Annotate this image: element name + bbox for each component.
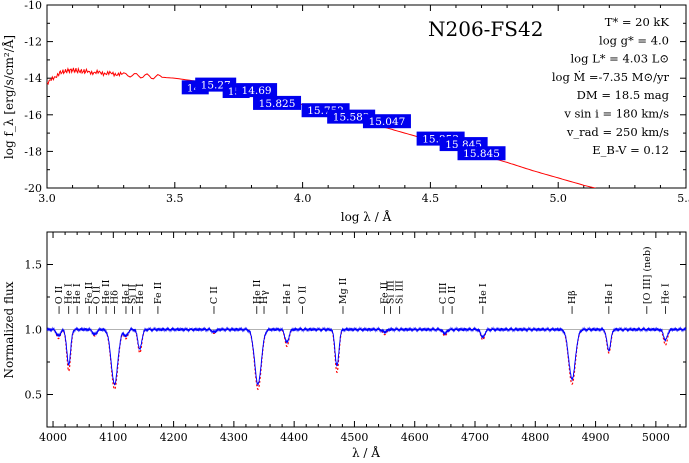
spectrum-lines	[46, 326, 687, 391]
parameter-line: E_B-V = 0.12	[592, 143, 669, 157]
sed-model-curve	[47, 66, 597, 188]
line-id-label: C II	[209, 286, 220, 304]
sed-y-tick-label: -14	[24, 72, 42, 85]
spectrum-x-tick-label: 4800	[521, 431, 549, 444]
parameter-line: v_rad = 250 km/s	[566, 125, 669, 139]
spectrum-axis-ticks: 4000 4100 4200 4300 4400 4500 4600 4700 4800 4900…	[25, 232, 686, 444]
line-id-label: O II	[91, 286, 102, 305]
line-id-label: He I	[661, 283, 672, 304]
photometry-box	[253, 95, 302, 110]
parameter-line: log L* = 4.03 L⊙	[571, 52, 670, 66]
sed-x-tick-label: 5.5	[677, 192, 689, 205]
spectrum-y-tick-label: 1.0	[25, 324, 43, 337]
sed-model-line	[47, 66, 597, 188]
sed-y-tick-label: -16	[24, 109, 42, 122]
line-id-label: He II	[252, 279, 263, 304]
line-id-label: Si II	[128, 284, 139, 304]
line-id-label: He I	[72, 283, 83, 304]
line-id-label: He I	[64, 283, 75, 304]
line-id-label: Si III	[386, 280, 397, 304]
spectrum-y-tick-label: 1.5	[25, 259, 43, 272]
spectrum-x-tick-label: 4500	[340, 431, 368, 444]
spectrum-panel: 4000 4100 4200 4300 4400 4500 4600 4700 4800 4900…	[2, 231, 687, 460]
sed-y-tick-label: -10	[24, 0, 42, 12]
spectrum-y-tick-label: 0.5	[25, 389, 43, 402]
sed-y-tick-label: -20	[24, 182, 42, 195]
sed-y-tick-label: -18	[24, 145, 42, 158]
sed-x-tick-label: 4.0	[294, 192, 312, 205]
parameter-line: log Ṁ =-7.35 M⊙/yr	[552, 70, 670, 84]
sed-x-tick-label: 3.0	[38, 192, 56, 205]
photometry-markers: 14.15.2715.14.6915.82515.75215.58215.047…	[181, 77, 506, 161]
photometry-box	[236, 83, 278, 98]
line-id-label: Hγ	[259, 290, 270, 304]
photometry-label: 15.845	[463, 148, 500, 160]
spectrum-x-tick-label: 4600	[401, 431, 429, 444]
photometry-label: 15.047	[369, 116, 406, 128]
line-id-label: Fe II	[84, 282, 95, 304]
observed-spectrum-line	[46, 326, 687, 387]
sed-y-axis-label: log f_λ [erg/s/cm²/Å]	[1, 35, 16, 159]
sed-y-tick-label: -12	[24, 36, 42, 49]
line-id-label: O II	[54, 286, 65, 305]
photometry-label: 14.69	[242, 85, 272, 97]
line-id-label: He II	[101, 279, 112, 304]
line-id-label: C III	[438, 282, 449, 304]
line-id-label: Si III	[395, 280, 406, 304]
spectrum-x-tick-label: 4000	[39, 431, 67, 444]
sed-axis-ticks: 3.0 3.5 4.0 4.5 5.0 5.5 -10 -12 -14 -16 -18 -20	[24, 0, 689, 205]
spectrum-y-axis-label: Normalized flux	[2, 281, 16, 378]
photometry-label: 15.582	[333, 112, 370, 124]
stellar-parameters: T* = 20 kK log g* = 4.0 log L* = 4.03 L⊙ lo…	[552, 15, 670, 157]
spectrum-x-axis-label: λ / Å	[352, 445, 380, 460]
line-id-label: Hδ	[110, 290, 121, 304]
photometry-label: 15.825	[259, 98, 296, 110]
parameter-line: DM = 18.5 mag	[577, 88, 670, 102]
line-id-label: He I	[135, 283, 146, 304]
sed-panel: 3.0 3.5 4.0 4.5 5.0 5.5 -10 -12 -14 -16 -18 -20 14.…	[1, 0, 689, 224]
photometry-box	[457, 146, 506, 161]
line-id-label: He I	[478, 283, 489, 304]
line-id-label: He I	[604, 283, 615, 304]
line-id-label: O II	[447, 286, 458, 305]
spectrum-x-tick-label: 4300	[220, 431, 248, 444]
line-id-label: Fe II	[153, 282, 164, 304]
line-id-label: Mg II	[338, 278, 349, 305]
line-id-label: [O III] (neb)	[642, 246, 653, 304]
line-id-label: He I	[282, 283, 293, 304]
line-id-label: Hβ	[567, 290, 578, 304]
spectrum-x-tick-label: 5000	[642, 431, 670, 444]
parameter-line: v sin i = 180 km/s	[563, 107, 669, 121]
spectrum-x-tick-label: 4400	[280, 431, 308, 444]
line-id-label: O II	[298, 286, 309, 305]
line-id-label: Fe II	[380, 282, 391, 304]
parameter-line: T* = 20 kK	[605, 15, 670, 29]
sed-x-tick-label: 5.0	[549, 192, 567, 205]
spectrum-x-tick-label: 4900	[582, 431, 610, 444]
photometry-box	[362, 114, 411, 129]
sed-x-tick-label: 4.5	[422, 192, 440, 205]
spectrum-x-tick-label: 4700	[461, 431, 489, 444]
spectrum-x-tick-label: 4100	[99, 431, 127, 444]
parameter-line: log g* = 4.0	[599, 33, 669, 47]
spectrum-x-tick-label: 4200	[160, 431, 188, 444]
line-id-label: He I	[121, 283, 132, 304]
sed-x-axis-label: log λ / Å	[341, 209, 392, 224]
star-title: N206-FS42	[428, 17, 543, 41]
sed-x-tick-label: 3.5	[166, 192, 184, 205]
